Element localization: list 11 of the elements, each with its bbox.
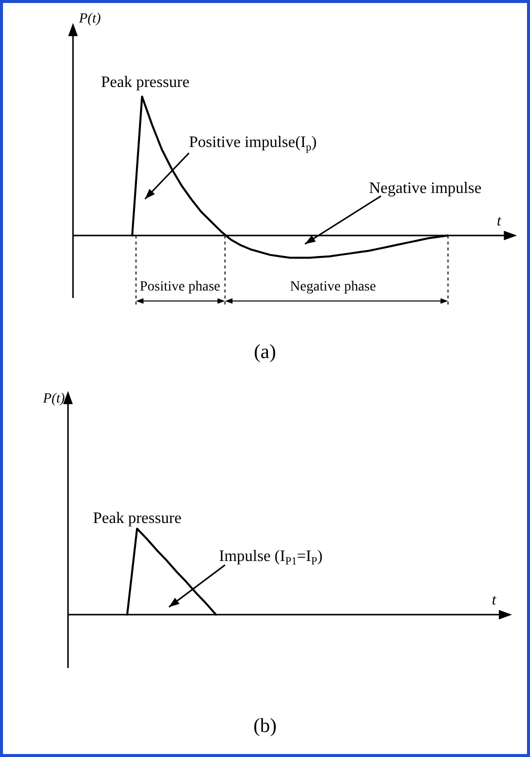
text: Positive phase <box>140 280 220 295</box>
annotation: Negative impulse <box>369 180 482 198</box>
y-axis-title: P(t) <box>78 12 102 27</box>
x-axis-title: t <box>496 213 502 230</box>
text: Negative phase <box>290 280 376 295</box>
text: Peak pressure <box>93 510 182 528</box>
text: (a) <box>252 341 278 364</box>
y-axis-title: P(t) <box>42 392 66 407</box>
x-axis-title: t <box>492 592 497 609</box>
text: Peak pressure <box>101 74 190 92</box>
text: (b) <box>252 715 278 738</box>
